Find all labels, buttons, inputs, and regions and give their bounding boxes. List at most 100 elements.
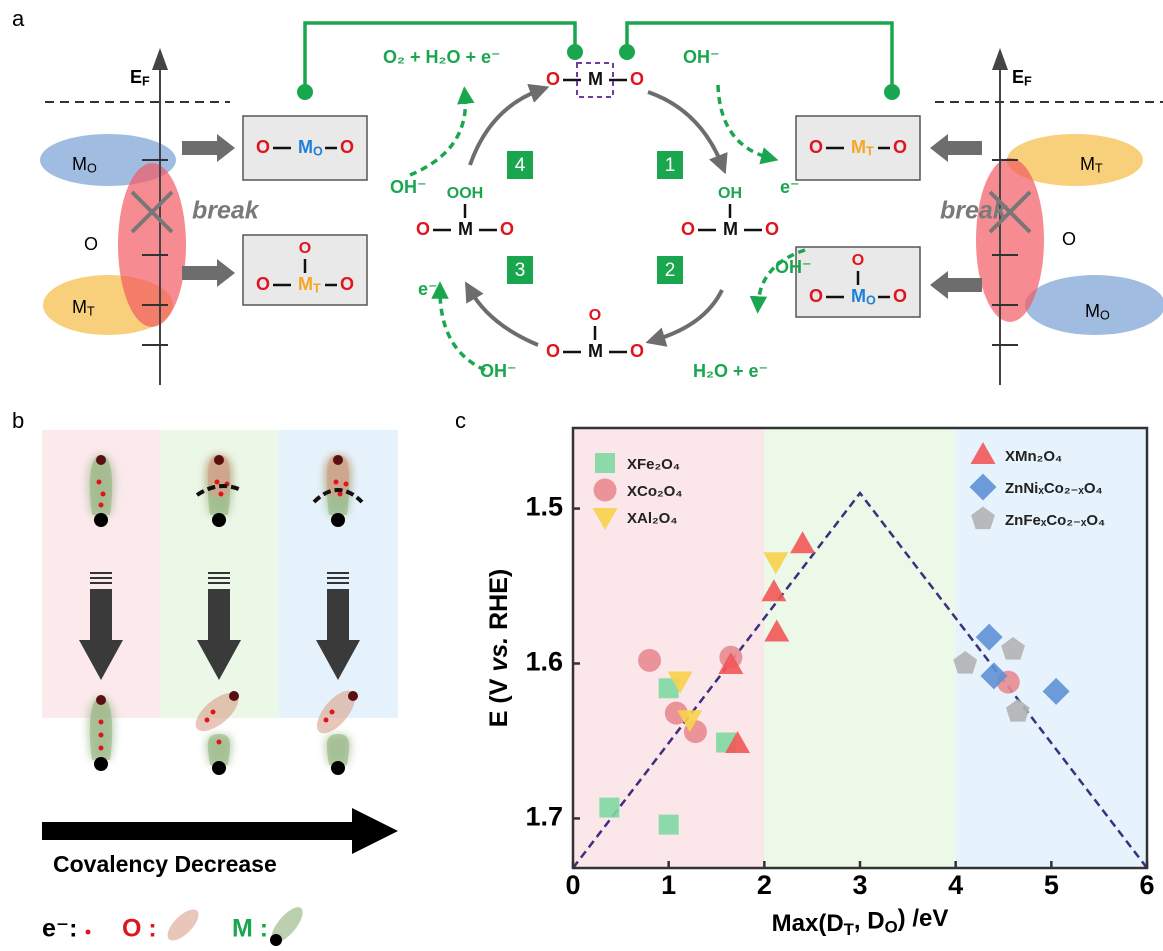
atom: M: [588, 341, 603, 361]
y-tick-label: 1.7: [525, 802, 563, 832]
text-part: O: [885, 918, 898, 937]
particle: [212, 761, 226, 775]
block-arrow: [182, 259, 235, 287]
band: [976, 158, 1044, 322]
step-number: 4: [515, 155, 526, 176]
legend-marker: [594, 479, 617, 502]
reaction-label: OH⁻: [390, 177, 427, 197]
reaction-label: OH⁻: [683, 47, 720, 67]
particle: [219, 492, 224, 497]
text-part: RHE): [485, 569, 513, 637]
particle: [330, 710, 335, 715]
step-number: 1: [665, 155, 676, 176]
text-part: Max(D: [772, 910, 844, 937]
particle: [99, 733, 104, 738]
text-part: M: [588, 341, 603, 361]
figure: abcEFMOOMTEFMTOMObreakbreakOOMOOOMTOOOMT…: [0, 0, 1163, 951]
legend-label: ZnFeₓCo₂₋ₓO₄: [1005, 512, 1105, 529]
particle: [94, 513, 108, 527]
particle: [331, 513, 345, 527]
atom: O: [765, 219, 779, 239]
text-part: M: [458, 219, 473, 239]
text-part: ) /eV: [898, 905, 949, 932]
atom: O: [893, 137, 907, 157]
atom: O: [340, 137, 354, 157]
step-number: 3: [515, 260, 526, 281]
legend-label: XAl₂O₄: [627, 510, 678, 527]
x-tick-label: 0: [565, 870, 580, 900]
text-part: T: [1095, 162, 1103, 176]
text-part: vs.: [485, 637, 513, 672]
text-part: E (V: [485, 672, 513, 728]
oxygen-orbital: [162, 904, 203, 945]
legend-label: O :: [122, 915, 157, 943]
reaction-arrow: [410, 95, 465, 175]
atom: O: [546, 341, 560, 361]
atom: O: [416, 219, 430, 239]
legend-label: XCo₂O₄: [627, 483, 682, 500]
direction-arrow: [42, 808, 398, 854]
text-part: M: [1080, 154, 1095, 174]
text-part: F: [142, 75, 150, 89]
legend-label: M :: [232, 915, 268, 943]
atom-group: O: [589, 307, 601, 324]
atom: O: [340, 274, 354, 294]
break-label: break: [940, 197, 1008, 225]
particle: [101, 492, 106, 497]
y-axis-label: E (V vs. RHE): [485, 569, 513, 727]
text-part: E: [1012, 67, 1024, 87]
particle: [270, 934, 282, 946]
orbital: [90, 697, 112, 760]
atom-group: O: [852, 252, 864, 269]
atom: O: [500, 219, 514, 239]
text-part: M: [851, 286, 866, 306]
atom: O: [893, 286, 907, 306]
particle: [211, 710, 216, 715]
legend-label: e⁻:: [42, 915, 77, 943]
axis-arrow: [992, 48, 1008, 70]
text-part: , D: [854, 908, 885, 935]
particle: [214, 455, 224, 465]
x-tick-label: 6: [1139, 870, 1154, 900]
text-part: O: [866, 294, 876, 308]
x-tick-label: 5: [1044, 870, 1059, 900]
atom: O: [809, 286, 823, 306]
text-part: F: [1024, 75, 1032, 89]
atom-group: OOH: [447, 185, 483, 202]
fermi-label: EF: [130, 67, 150, 89]
particle: [94, 757, 108, 771]
text-part: M: [1085, 301, 1100, 321]
particle: [348, 691, 358, 701]
step-number: 2: [665, 260, 676, 281]
panel-label: c: [455, 408, 466, 433]
text-part: T: [87, 305, 95, 319]
particle: [86, 930, 91, 935]
particle: [99, 503, 104, 508]
text-part: M: [588, 69, 603, 89]
atom: O: [681, 219, 695, 239]
wire-node: [297, 84, 313, 100]
x-tick-label: 3: [852, 870, 867, 900]
text-part: M: [72, 297, 87, 317]
atom: O: [630, 69, 644, 89]
atom: O: [546, 69, 560, 89]
text-part: O: [313, 145, 323, 159]
panel-label: b: [12, 408, 24, 433]
block-arrow: [930, 134, 982, 162]
particle: [333, 455, 343, 465]
legend-label: XMn₂O₄: [1005, 448, 1062, 465]
data-point: [599, 798, 619, 818]
text-part: O: [1100, 309, 1110, 323]
text-part: M: [851, 137, 866, 157]
panel-label: a: [12, 6, 25, 31]
axis-arrow: [152, 48, 168, 70]
atom-group: O: [299, 240, 311, 257]
block-arrow: [182, 134, 235, 162]
atom: O: [256, 274, 270, 294]
y-tick-label: 1.5: [525, 492, 563, 522]
reaction-label: H₂O + e⁻: [693, 361, 768, 381]
wire-node: [619, 44, 635, 60]
reaction-label: OH⁻: [775, 257, 812, 277]
particle: [334, 480, 339, 485]
atom: O: [809, 137, 823, 157]
